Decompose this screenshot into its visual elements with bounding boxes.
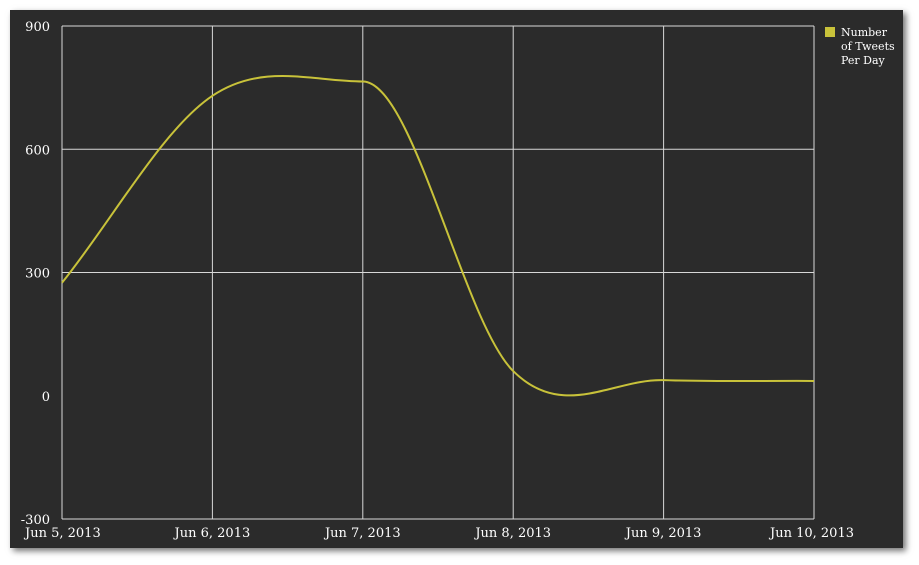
x-tick-label: Jun 10, 2013	[768, 526, 854, 541]
series-lines	[61, 75, 815, 397]
legend-swatch	[825, 27, 835, 37]
legend-label: of Tweets	[841, 40, 895, 53]
x-tick-label: Jun 9, 2013	[624, 526, 702, 541]
x-tick-label: Jun 7, 2013	[323, 526, 401, 541]
y-tick-label: 600	[25, 143, 50, 158]
x-tick-label: Jun 6, 2013	[173, 526, 251, 541]
y-tick-label: -300	[21, 513, 50, 528]
series-line-0	[61, 75, 815, 397]
y-tick-label: 0	[42, 390, 50, 405]
legend-label: Number	[841, 26, 888, 39]
x-axis-ticks: Jun 5, 2013 Jun 6, 2013 Jun 7, 2013 Jun 8, …	[23, 526, 854, 541]
y-axis-ticks: -300 0 300 600 900	[21, 20, 50, 528]
legend-label: Per Day	[841, 54, 886, 67]
y-tick-label: 900	[25, 20, 50, 35]
x-tick-label: Jun 5, 2013	[23, 526, 101, 541]
y-tick-label: 300	[25, 267, 50, 282]
grid	[61, 25, 815, 520]
x-tick-label: Jun 8, 2013	[473, 526, 551, 541]
chart-frame: -300 0 300 600 900 Jun 5, 2013 Jun 6, 2013 Jun…	[10, 10, 903, 548]
